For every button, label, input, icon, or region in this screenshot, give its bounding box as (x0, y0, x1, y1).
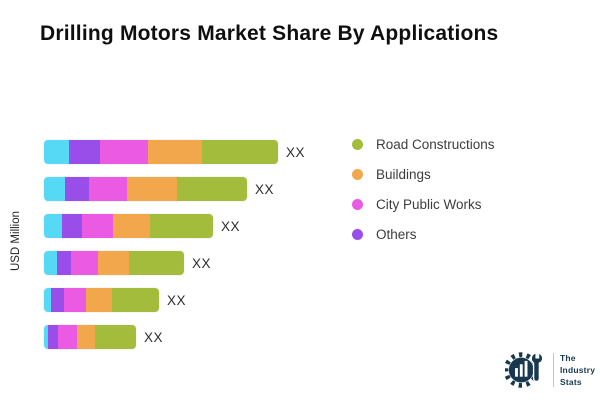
bar-segment-road-constructions (202, 140, 278, 164)
bar-segment-road-constructions (112, 288, 159, 312)
bar-segment-unlabeled-cyan-segment (44, 214, 62, 238)
stacked-bar (44, 325, 136, 349)
bar-segment-city-public-works (71, 251, 98, 275)
legend-item-city-public-works: City Public Works (352, 194, 495, 214)
bar-row: XX (44, 325, 305, 349)
legend-label: Buildings (376, 166, 431, 182)
bar-row: XX (44, 251, 305, 275)
legend-label: Others (376, 226, 417, 242)
bar-row: XX (44, 214, 305, 238)
bar-segment-buildings (148, 140, 202, 164)
bar-segment-city-public-works (64, 288, 86, 312)
logo-text-line: Stats (560, 377, 582, 387)
stacked-bar (44, 177, 247, 201)
bar-value-label: XX (144, 329, 164, 345)
bar-segment-others (62, 214, 82, 238)
bar-value-label: XX (286, 144, 306, 160)
logo-text: The Industry Stats (560, 352, 595, 388)
bar-segment-city-public-works (100, 140, 148, 164)
y-axis-label: USD Million (10, 210, 22, 272)
brand-logo: The Industry Stats (505, 348, 595, 392)
bar-segment-buildings (98, 251, 129, 275)
bar-row: XX (44, 177, 305, 201)
bar-row: XX (44, 288, 305, 312)
legend-dot (352, 168, 363, 180)
bar-segment-buildings (77, 325, 95, 349)
bar-segment-unlabeled-cyan-segment (44, 140, 69, 164)
bar-segment-others (51, 288, 64, 312)
legend-dot (352, 228, 363, 240)
legend: Road Constructions Buildings City Public W… (352, 134, 495, 244)
bar-value-label: XX (255, 181, 275, 197)
stacked-bar (44, 288, 159, 312)
bar-segment-buildings (113, 214, 150, 238)
bar-segment-road-constructions (177, 177, 247, 201)
bar-segment-buildings (127, 177, 177, 201)
bar-segment-unlabeled-cyan-segment (44, 177, 65, 201)
legend-item-road-constructions: Road Constructions (352, 134, 495, 154)
chart-title: Drilling Motors Market Share By Applicat… (40, 22, 499, 45)
bar-segment-others (65, 177, 89, 201)
bar-segment-others (57, 251, 71, 275)
legend-item-others: Others (352, 224, 495, 244)
legend-dot (352, 138, 363, 150)
logo-divider (553, 353, 554, 387)
legend-label: City Public Works (376, 196, 482, 212)
gear-wrench-icon (505, 352, 544, 388)
bar-segment-unlabeled-cyan-segment (44, 325, 48, 349)
bar-segment-city-public-works (82, 214, 113, 238)
bar-segment-city-public-works (89, 177, 127, 201)
stacked-bar (44, 251, 184, 275)
bar-value-label: XX (192, 255, 212, 271)
legend-item-buildings: Buildings (352, 164, 495, 184)
stacked-bar (44, 140, 278, 164)
logo-text-line: Industry (560, 365, 596, 375)
bar-value-label: XX (221, 218, 241, 234)
bar-segment-road-constructions (150, 214, 213, 238)
bar-row: XX (44, 140, 305, 164)
bar-plot-area: XX XX XX XX XX XX (44, 140, 305, 349)
bar-value-label: XX (167, 292, 187, 308)
bar-segment-buildings (86, 288, 112, 312)
bar-segment-city-public-works (58, 325, 77, 349)
stacked-bar (44, 214, 213, 238)
bar-segment-unlabeled-cyan-segment (44, 251, 57, 275)
bar-segment-road-constructions (95, 325, 136, 349)
logo-text-line: The (560, 353, 576, 363)
bar-segment-others (69, 140, 100, 164)
bar-segment-unlabeled-cyan-segment (44, 288, 51, 312)
legend-label: Road Constructions (376, 136, 495, 152)
bar-segment-road-constructions (129, 251, 184, 275)
bar-segment-others (48, 325, 58, 349)
legend-dot (352, 198, 363, 210)
